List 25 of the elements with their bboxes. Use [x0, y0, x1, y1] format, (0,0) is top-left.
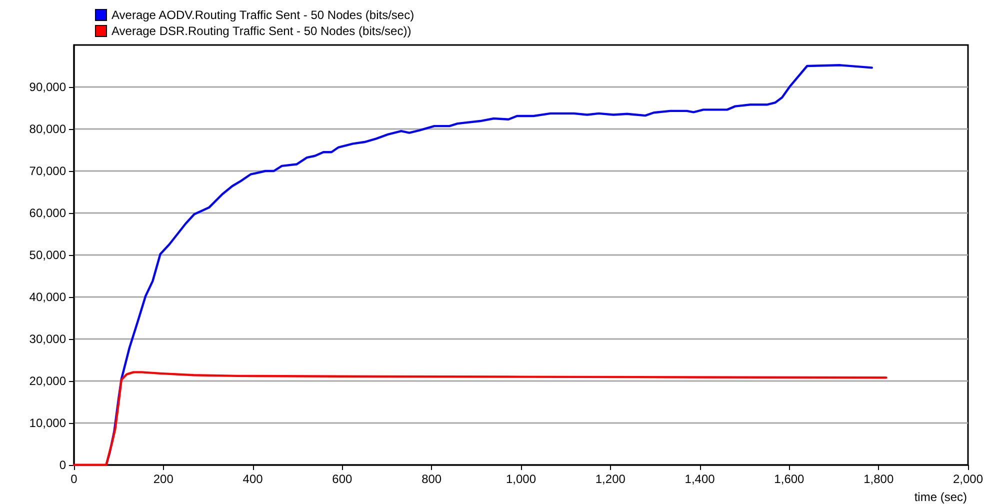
x-tick-label: 1,000: [506, 472, 536, 486]
y-tick-label: 50,000: [29, 248, 66, 262]
line-series: [72, 371, 888, 466]
x-tick-label: 400: [242, 472, 264, 486]
legend-label: Average AODV.Routing Traffic Sent - 50 Nodes (bits/sec): [112, 8, 414, 22]
x-tick-label: 200: [153, 472, 174, 486]
x-axis-title: time (sec): [914, 490, 968, 504]
y-tick-label: 40,000: [29, 290, 66, 304]
x-tick-label: 800: [422, 472, 442, 486]
legend-label: Average DSR.Routing Traffic Sent - 50 Nodes (bits/sec)): [112, 24, 412, 38]
y-tick-label: 30,000: [29, 332, 66, 346]
y-tick-label: 90,000: [29, 80, 66, 94]
y-tick-label: 80,000: [29, 122, 66, 136]
x-tick-label: 1,200: [595, 472, 626, 486]
y-tick-label: 20,000: [29, 374, 66, 388]
y-tick-label: 70,000: [29, 164, 66, 178]
x-tick-label: 0: [70, 472, 78, 486]
y-tick-label: 0: [59, 458, 66, 472]
x-tick-label: 1,400: [684, 472, 716, 486]
x-tick-label: 1,800: [864, 472, 894, 486]
x-tick-label: 2,000: [952, 472, 984, 486]
x-tick-label: 1,600: [774, 472, 805, 486]
y-tick-label: 10,000: [29, 416, 66, 430]
x-tick-label: 600: [332, 472, 353, 486]
y-tick-label: 60,000: [29, 206, 66, 220]
